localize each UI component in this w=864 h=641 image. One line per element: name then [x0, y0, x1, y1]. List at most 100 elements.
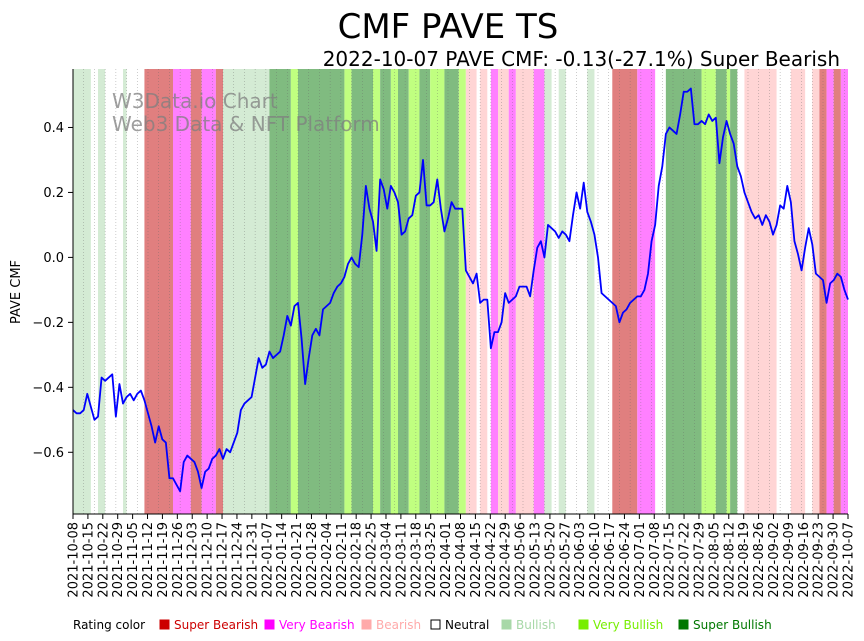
x-tick-label: 2021-12-31: [245, 522, 260, 598]
x-tick-label: 2021-10-29: [111, 522, 126, 598]
x-tick-label: 2022-07-22: [678, 522, 693, 598]
band-45: [833, 69, 841, 514]
band-44: [826, 69, 834, 514]
band-2: [123, 69, 127, 514]
band-39: [730, 69, 738, 514]
x-tick-label: 2022-03-04: [379, 522, 394, 598]
x-tick-label: 2022-03-25: [424, 522, 439, 598]
band-24: [480, 69, 488, 514]
legend-swatch-6: [678, 619, 689, 630]
x-tick-label: 2021-10-15: [81, 522, 96, 598]
x-tick-label: 2022-06-10: [588, 522, 603, 598]
legend-swatch-3: [430, 619, 441, 630]
band-42: [812, 69, 820, 514]
band-8: [223, 69, 270, 514]
x-tick-label: 2022-08-19: [737, 522, 752, 598]
band-0: [73, 69, 91, 514]
x-tick-label: 2021-11-26: [171, 522, 186, 598]
x-tick-label: 2022-02-18: [350, 522, 365, 598]
x-tick-label: 2022-03-11: [394, 522, 409, 598]
legend-label-4: Bullish: [516, 618, 556, 632]
band-23: [465, 69, 477, 514]
y-tick-label: −0.4: [32, 381, 64, 396]
band-41: [790, 69, 806, 514]
legend-swatch-4: [501, 619, 512, 630]
band-17: [398, 69, 409, 514]
y-tick-label: −0.2: [32, 316, 64, 331]
x-tick-label: 2022-05-27: [558, 522, 573, 598]
legend-swatch-0: [159, 619, 170, 630]
x-tick-label: 2022-06-17: [603, 522, 618, 598]
x-tick-label: 2021-11-12: [141, 522, 156, 598]
x-tick-label: 2021-11-19: [156, 522, 171, 598]
x-tick-label: 2022-04-22: [484, 522, 499, 598]
band-19: [419, 69, 431, 514]
x-tick-label: 2021-11-05: [126, 522, 141, 598]
x-axis-ticks: 2021-10-08 2021-10-15 2021-10-22 2021-10-29…: [67, 514, 857, 598]
legend-label-6: Super Bullish: [693, 618, 772, 632]
y-tick-label: 0.4: [43, 121, 64, 136]
band-14: [373, 69, 381, 514]
x-tick-label: 2022-02-11: [335, 522, 350, 598]
x-tick-label: 2022-05-06: [514, 522, 529, 598]
x-tick-label: 2022-04-01: [439, 522, 454, 598]
x-tick-label: 2022-09-02: [767, 522, 782, 598]
legend-title: Rating color: [73, 618, 145, 632]
x-tick-label: 2022-01-28: [305, 522, 320, 598]
watermark: W3Data.io Chart Web3 Data & NFT Platform: [112, 89, 380, 136]
band-5: [190, 69, 202, 514]
chart-title: CMF PAVE TS: [338, 7, 559, 47]
band-33: [612, 69, 638, 514]
band-32: [587, 69, 595, 514]
band-34: [637, 69, 656, 514]
legend-swatch-1: [264, 619, 275, 630]
band-28: [515, 69, 534, 514]
x-tick-label: 2022-06-03: [573, 522, 588, 598]
x-tick-label: 2022-07-08: [648, 522, 663, 598]
legend-label-0: Super Bearish: [174, 618, 258, 632]
band-11: [298, 69, 345, 514]
y-tick-label: 0.2: [43, 186, 64, 201]
y-tick-label: 0.0: [43, 251, 64, 266]
x-tick-label: 2022-10-07: [842, 522, 857, 598]
x-tick-label: 2022-07-01: [633, 522, 648, 598]
chart-subtitle: 2022-10-07 PAVE CMF: -0.13(-27.1%) Super…: [323, 47, 840, 71]
x-tick-label: 2022-04-15: [469, 522, 484, 598]
y-axis-ticks: 0.4 0.2 0.0 −0.2 −0.4 −0.6: [32, 121, 73, 461]
band-10: [290, 69, 298, 514]
legend-label-2: Bearish: [376, 618, 421, 632]
band-22: [458, 69, 466, 514]
x-tick-label: 2022-09-09: [782, 522, 797, 598]
x-tick-label: 2021-10-22: [96, 522, 111, 598]
x-tick-label: 2022-01-07: [260, 522, 275, 598]
x-tick-label: 2022-08-05: [707, 522, 722, 598]
band-18: [408, 69, 420, 514]
x-tick-label: 2022-08-26: [752, 522, 767, 598]
legend-swatch-5: [578, 619, 589, 630]
y-axis-label: PAVE CMF: [9, 260, 24, 324]
x-tick-label: 2022-07-29: [692, 522, 707, 598]
band-38: [726, 69, 731, 514]
band-1: [98, 69, 106, 514]
band-31: [558, 69, 566, 514]
legend-label-5: Very Bullish: [593, 618, 663, 632]
x-tick-label: 2022-05-20: [543, 522, 558, 598]
x-tick-label: 2022-09-23: [812, 522, 827, 598]
band-21: [444, 69, 459, 514]
legend: Rating color Super Bearish Very Bearish Bea…: [73, 618, 772, 632]
watermark-line-1: W3Data.io Chart: [112, 89, 278, 113]
band-15: [380, 69, 391, 514]
x-gridlines: [72, 69, 845, 514]
x-tick-label: 2022-01-21: [290, 522, 305, 598]
x-tick-label: 2021-12-03: [186, 522, 201, 598]
band-37: [715, 69, 727, 514]
band-40: [744, 69, 777, 514]
series-layer: [72, 87, 849, 493]
x-tick-label: 2022-02-04: [320, 522, 335, 598]
series-line-0: [72, 87, 849, 493]
legend-swatch-2: [361, 619, 372, 630]
x-tick-label: 2022-07-15: [663, 522, 678, 598]
x-tick-label: 2022-08-12: [722, 522, 737, 598]
band-12: [344, 69, 352, 514]
